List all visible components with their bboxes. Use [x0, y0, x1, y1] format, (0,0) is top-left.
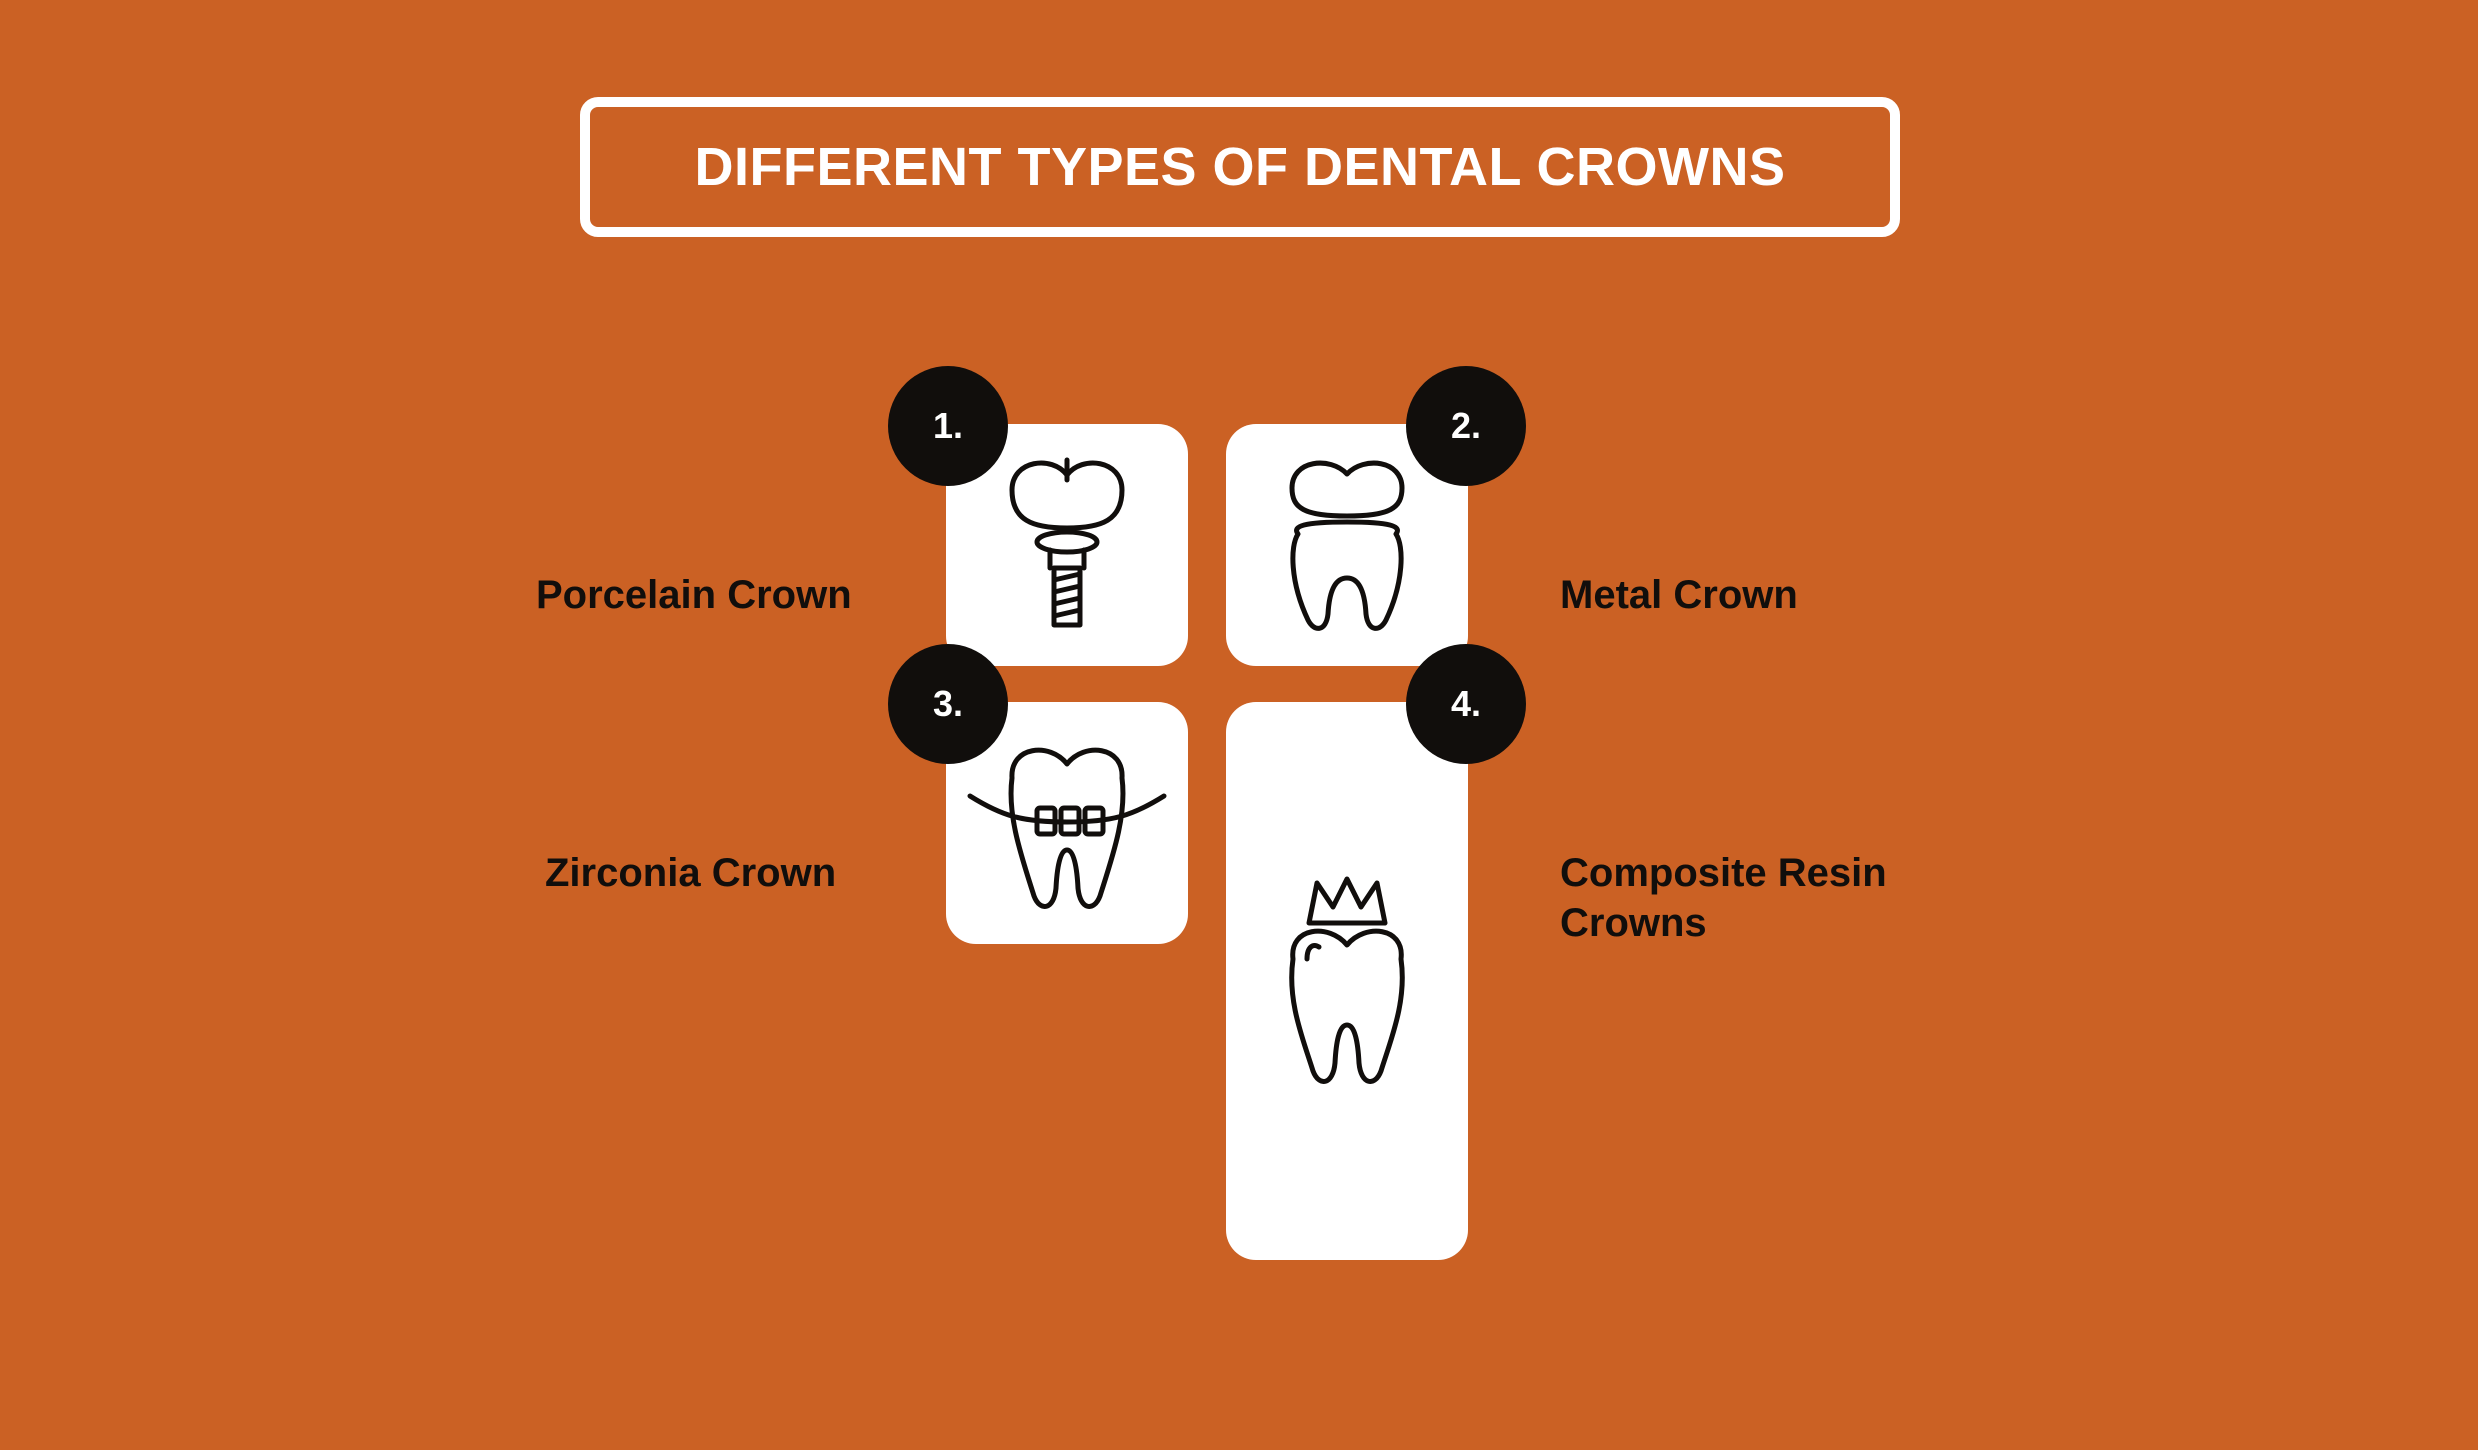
badge-text: 4.: [1451, 683, 1481, 725]
badge-text: 2.: [1451, 405, 1481, 447]
badge-text: 3.: [933, 683, 963, 725]
label-porcelain: Porcelain Crown: [536, 520, 852, 620]
number-badge-1: 1.: [888, 366, 1008, 486]
number-badge-2: 2.: [1406, 366, 1526, 486]
crown-cap-icon: [1262, 450, 1432, 640]
infographic-canvas: DIFFERENT TYPES OF DENTAL CROWNS: [0, 0, 2478, 1450]
label-composite: Composite Resin Crowns: [1560, 798, 1887, 948]
label-text: Metal Crown: [1560, 573, 1798, 617]
implant-icon: [982, 450, 1152, 640]
label-zirconia: Zirconia Crown: [545, 798, 836, 898]
number-badge-4: 4.: [1406, 644, 1526, 764]
label-text: Zirconia Crown: [545, 851, 836, 895]
card-composite: [1226, 702, 1468, 1260]
label-text: Composite Resin Crowns: [1560, 851, 1887, 945]
label-metal: Metal Crown: [1560, 520, 1798, 620]
crowned-tooth-icon: [1257, 871, 1437, 1091]
number-badge-3: 3.: [888, 644, 1008, 764]
label-text: Porcelain Crown: [536, 573, 852, 617]
badge-text: 1.: [933, 405, 963, 447]
page-title: DIFFERENT TYPES OF DENTAL CROWNS: [580, 97, 1900, 237]
braces-icon: [962, 728, 1172, 918]
page-title-text: DIFFERENT TYPES OF DENTAL CROWNS: [694, 136, 1785, 198]
